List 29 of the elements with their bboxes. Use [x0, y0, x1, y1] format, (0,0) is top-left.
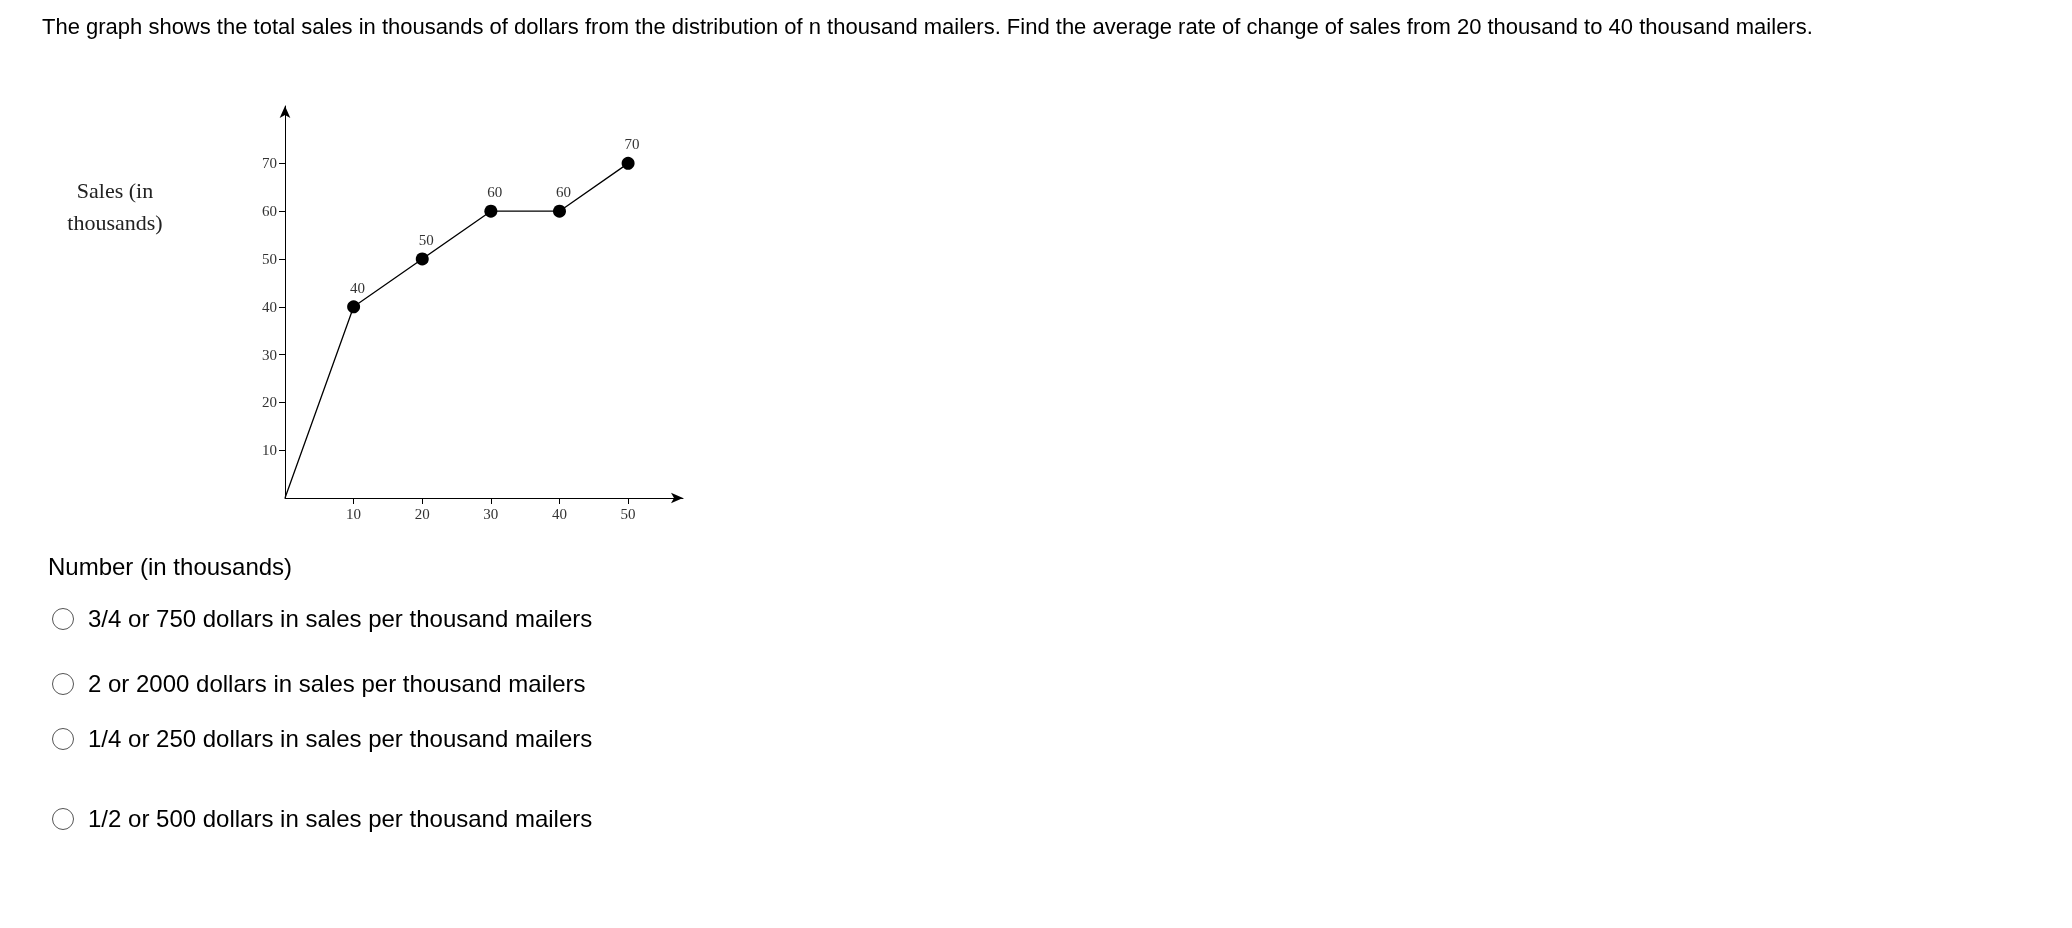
point: [415, 252, 429, 266]
text: The graph shows the total sales in thousands of dollars from the distribution of n thousand mailers. Find the average rate of change of sales from 20 thousand to 40 thousand mailers.: [42, 13, 1814, 41]
y-tick-label: 10: [262, 442, 277, 459]
point: [553, 204, 566, 218]
point: [484, 204, 498, 218]
text: 1/4 or 250 dollars in sales per thousand mailers: [88, 725, 593, 753]
text: 1/2 or 500 dollars in sales per thousand mailers: [88, 805, 593, 833]
y-axis-title: Sales (in thousands): [66, 177, 164, 237]
data-label: 40: [350, 279, 366, 296]
x-tick-label: 30: [483, 505, 499, 522]
y-tick-label: 60: [262, 203, 277, 220]
point: [347, 300, 361, 314]
y-tick-label: 30: [262, 346, 277, 363]
y-tick-label: 50: [262, 250, 277, 267]
text: 3/4 or 750 dollars in sales per thousand mailers: [88, 605, 593, 633]
x-tick-label: 40: [551, 505, 567, 522]
y-tick-label: 40: [262, 298, 277, 315]
x-tick-label: 10: [346, 505, 362, 522]
text: 2 or 2000 dollars in sales per thousand mailers: [88, 670, 586, 698]
data-label: 60: [555, 184, 571, 201]
x-tick-label: 50: [620, 505, 636, 522]
data-label: 50: [418, 231, 434, 248]
x-tick-label: 20: [414, 505, 430, 522]
y-tick-label: 20: [262, 394, 277, 411]
y-tick-label: 70: [262, 155, 277, 172]
x-axis-title: Number (in thousands): [48, 553, 293, 581]
point: [621, 156, 635, 170]
data-label: 70: [624, 136, 640, 153]
data-label: 60: [487, 184, 503, 201]
